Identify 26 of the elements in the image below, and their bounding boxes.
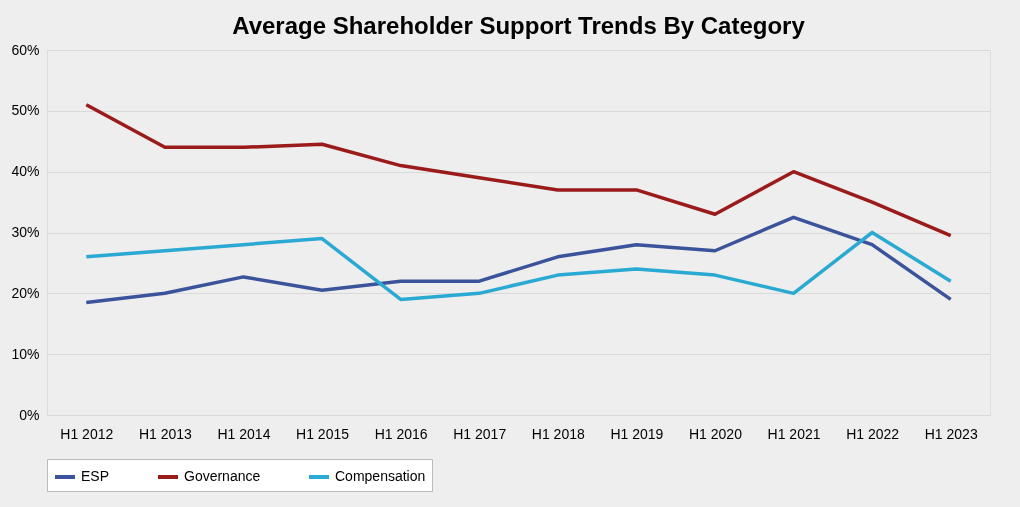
legend-label: Governance <box>184 468 261 484</box>
x-tick-label: H1 2016 <box>374 425 428 442</box>
y-tick-label: 60% <box>11 41 40 58</box>
line-series <box>84 103 953 238</box>
x-tick-label: H1 2019 <box>610 425 664 442</box>
y-tick-label: 40% <box>11 163 40 180</box>
x-tick-label: H1 2014 <box>217 425 271 442</box>
x-tick-label: H1 2015 <box>296 425 350 442</box>
line-series <box>84 230 953 302</box>
legend-label: Compensation <box>335 468 426 484</box>
x-tick-label: H1 2018 <box>531 425 585 442</box>
y-tick-label: 50% <box>11 102 40 119</box>
line-series <box>84 215 953 305</box>
x-tick-label: H1 2023 <box>924 425 978 442</box>
x-tick-label: H1 2012 <box>60 425 114 442</box>
x-tick-label: H1 2021 <box>767 425 821 442</box>
y-tick-label: 30% <box>11 224 40 240</box>
legend-label: ESP <box>81 468 110 484</box>
y-tick-label: 0% <box>19 406 40 423</box>
x-tick-label: H1 2013 <box>138 425 193 442</box>
y-tick-label: 20% <box>11 284 40 301</box>
x-tick-label: H1 2017 <box>453 425 507 442</box>
x-tick-label: H1 2022 <box>846 425 900 442</box>
x-tick-label: H1 2020 <box>688 425 743 442</box>
chart-title: Average Shareholder Support Trends By Category <box>232 12 806 39</box>
y-tick-label: 10% <box>11 345 40 362</box>
